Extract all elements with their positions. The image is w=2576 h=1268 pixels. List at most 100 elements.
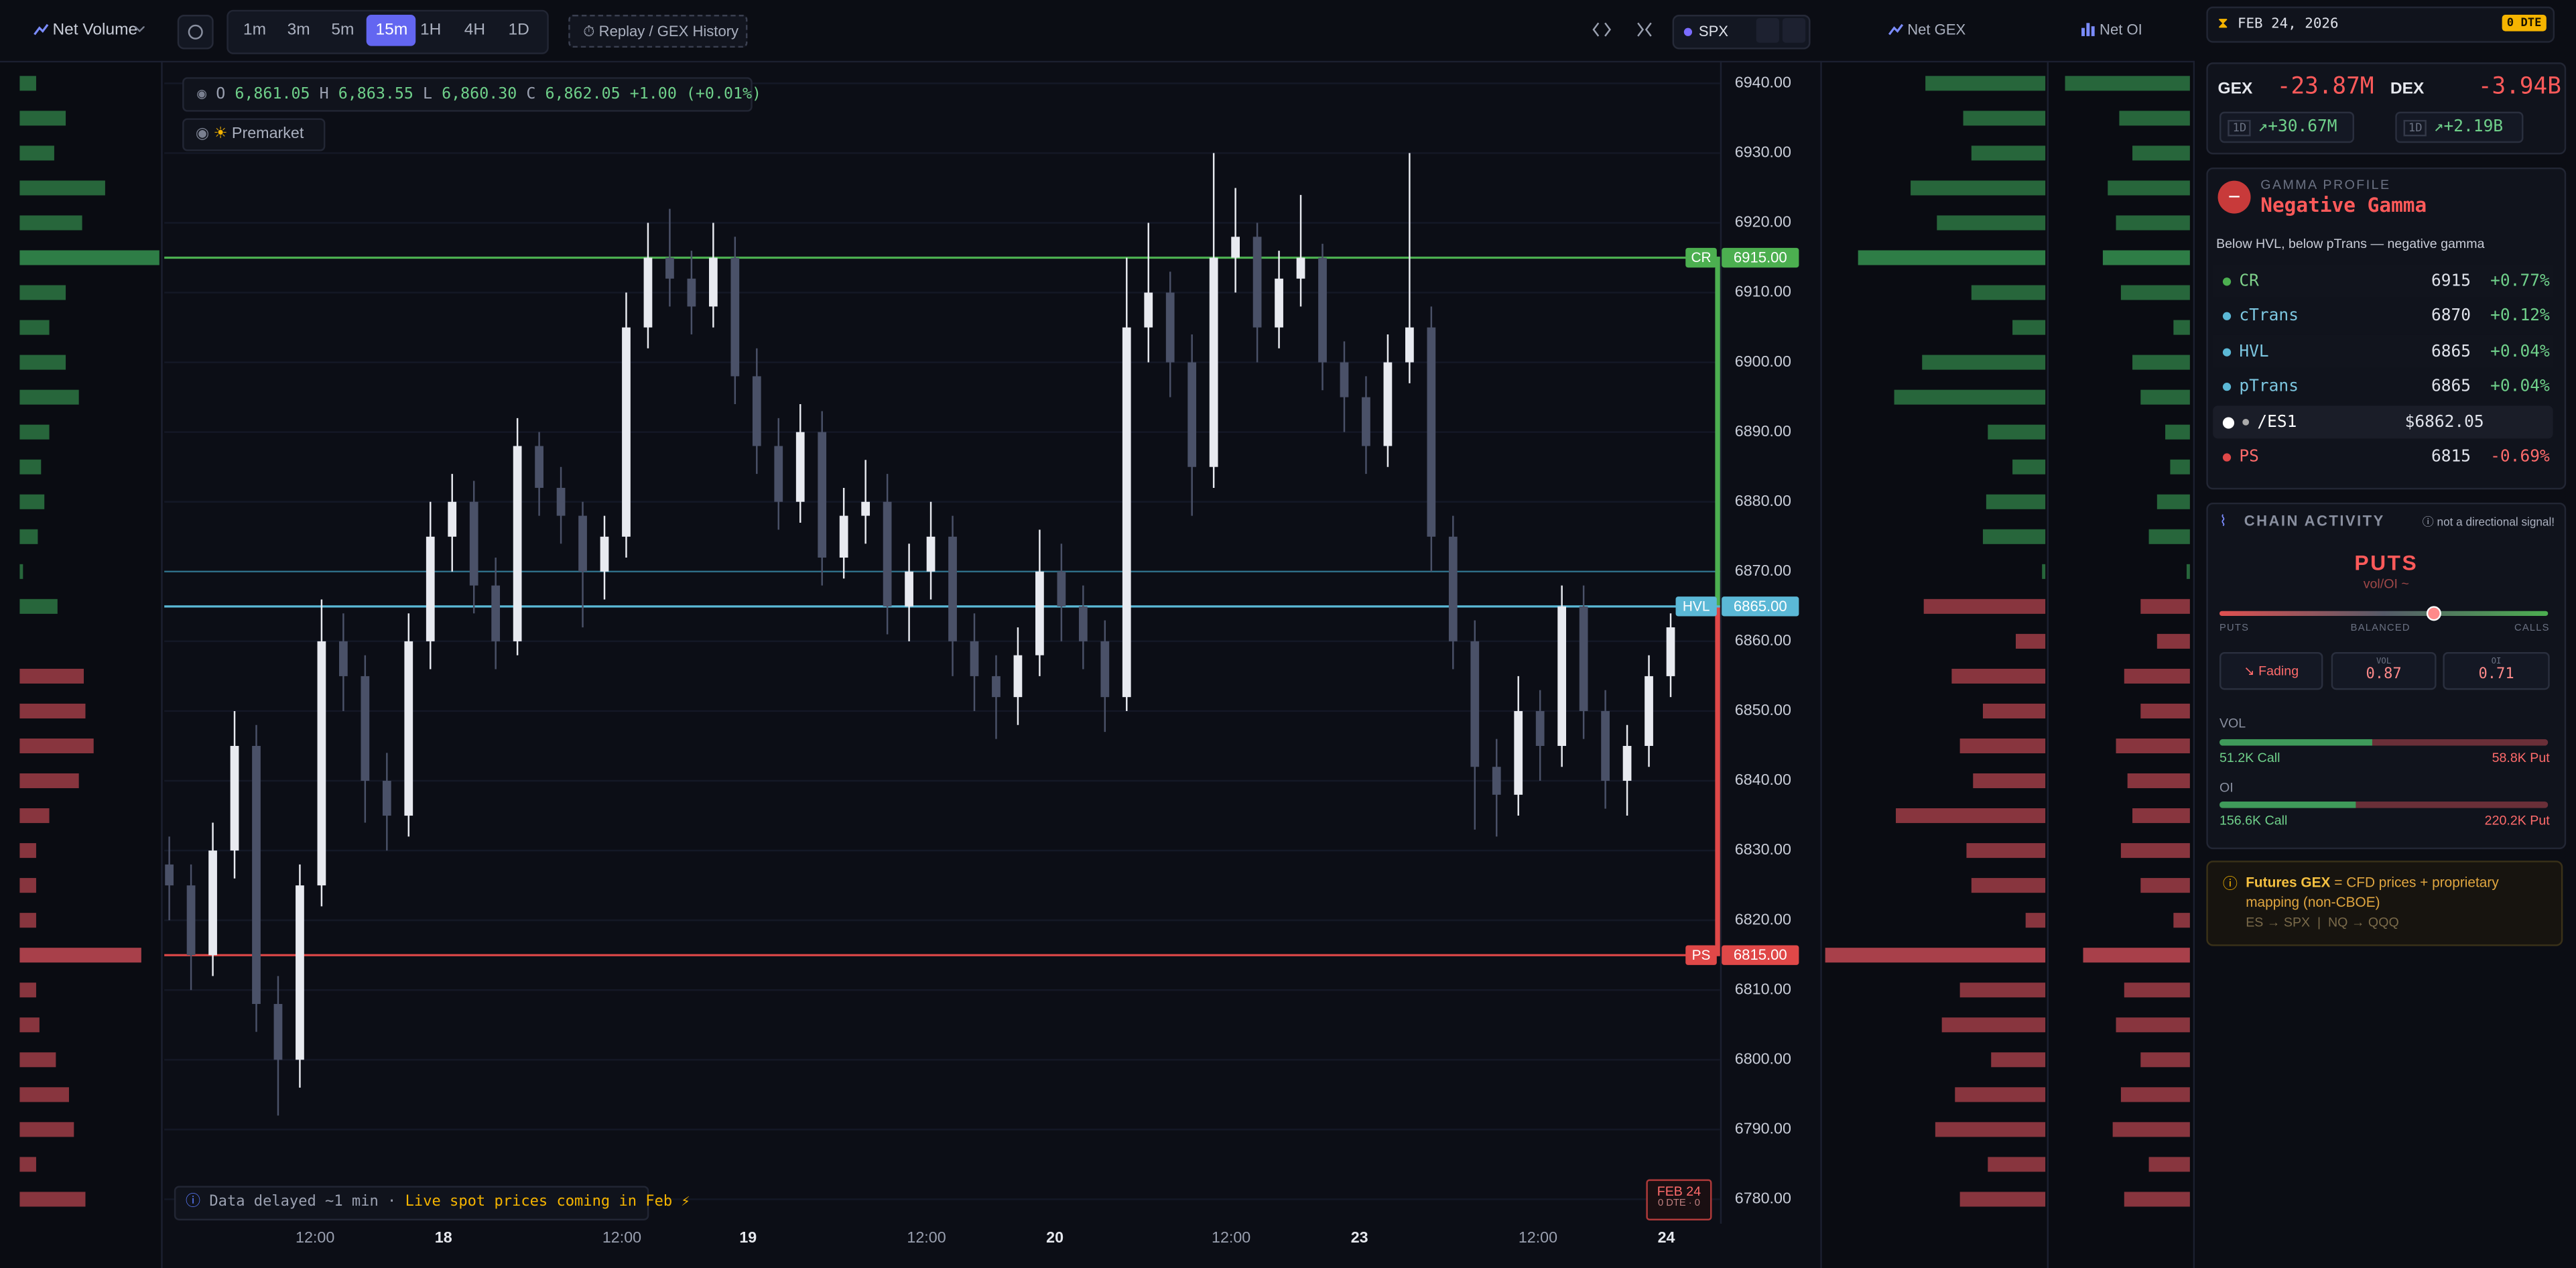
dropdown[interactable]: Net Volume — [52, 21, 138, 40]
timeframe-button[interactable]: 4H — [464, 21, 486, 40]
level-name: HVL — [1683, 599, 1710, 615]
candle-body — [1209, 257, 1218, 467]
net-oi-bar — [2124, 1192, 2190, 1207]
net-volume-bar — [19, 948, 141, 963]
gamma-box: − GAMMA PROFILE Negative Gamma Below HVL… — [2206, 167, 2567, 490]
futures-map: ES → SPX | NQ → QQQ — [2246, 915, 2399, 930]
notice-highlight: Live spot prices coming in Feb ⚡ — [405, 1194, 690, 1211]
y-tick-label: 6780.00 — [1735, 1190, 1791, 1207]
candle-body — [426, 536, 435, 641]
candle-body — [1078, 606, 1088, 641]
row-price: 6915 — [2431, 271, 2471, 290]
session-badge[interactable]: ◉ ☀ Premarket — [182, 118, 326, 151]
put-share — [2356, 801, 2549, 808]
candle-body — [948, 536, 957, 641]
net-oi-bar — [2127, 773, 2190, 789]
timeframe-button[interactable]: 15m — [367, 15, 417, 46]
net-volume-bar — [19, 1017, 40, 1033]
net-volume-bar — [19, 250, 159, 265]
symbol-select[interactable]: SPX — [1672, 15, 1811, 50]
candle-body — [404, 641, 413, 816]
toggle[interactable] — [2242, 418, 2250, 426]
icon[interactable] — [1756, 17, 1779, 43]
row-name: HVL — [2239, 342, 2269, 361]
candle-body — [1252, 237, 1262, 328]
icons[interactable] — [1592, 21, 1658, 38]
level-range — [1715, 606, 1720, 956]
dropdown[interactable]: Net OI — [2100, 21, 2142, 38]
profile-columns — [1820, 60, 2195, 1268]
level-tag — [1675, 596, 1717, 617]
vol-call: 51.2K Call — [2219, 751, 2280, 766]
net-oi-bar — [2132, 355, 2190, 370]
row-change: +0.12% — [2490, 307, 2550, 326]
net-oi-bar — [2124, 982, 2190, 998]
level-tag — [1685, 945, 1717, 965]
net-gex-bar — [2015, 633, 2046, 649]
replay-label: Replay / GEX History — [598, 23, 739, 40]
candle-body — [1645, 676, 1653, 746]
oi-heading: OI — [2219, 780, 2234, 796]
icon-button[interactable] — [177, 15, 214, 50]
net-gex-bar — [1941, 1017, 2046, 1033]
timeframe-button[interactable]: 1m — [243, 21, 267, 40]
net-gex-bar — [1825, 948, 2046, 963]
y-tick-label: 6900.00 — [1735, 353, 1791, 370]
candle-body — [1362, 397, 1370, 446]
candle-body — [535, 446, 543, 488]
replay-button[interactable]: ⏱ Replay / GEX History — [568, 15, 748, 48]
timeframe-button[interactable]: 1D — [508, 21, 529, 40]
x-tick-label: 12:00 — [1212, 1228, 1250, 1246]
vol-heading: VOL — [2219, 716, 2246, 731]
candle-body — [687, 278, 696, 307]
net-oi-bar — [2119, 111, 2190, 126]
chain-heading: CHAIN ACTIVITY — [2244, 512, 2385, 529]
y-tick-label: 6810.00 — [1735, 980, 1791, 997]
y-tick-label: 6820.00 — [1735, 910, 1791, 928]
candle-body — [186, 885, 196, 956]
candle-body — [1470, 641, 1480, 767]
candle-body — [665, 257, 674, 279]
net-gex-bar — [1988, 424, 2046, 440]
dropdown[interactable]: Net GEX — [1907, 21, 1966, 38]
candle-body — [230, 745, 239, 851]
timeframe-button[interactable]: 5m — [331, 21, 355, 40]
put-share — [2372, 739, 2549, 746]
candle-body — [361, 676, 370, 781]
net-oi-bar — [2132, 808, 2190, 824]
ohlc-value: 6,862.05 — [545, 85, 621, 104]
row-change: -0.69% — [2490, 448, 2550, 467]
candle-body — [1405, 327, 1414, 363]
dot — [2222, 347, 2232, 356]
row-name: cTrans — [2239, 307, 2299, 326]
candle-body — [1622, 745, 1632, 781]
timeframe-group: 1m 3m 5m 15m 1H 4H 1D — [227, 9, 549, 54]
net-volume-bar — [19, 703, 86, 718]
icon[interactable] — [1782, 17, 1806, 43]
level-row: HVL 6865 +0.04% — [2213, 334, 2553, 368]
vol-put: 58.8K Put — [2492, 751, 2550, 766]
bias: PUTS — [2354, 550, 2419, 575]
candle-body — [1122, 327, 1131, 698]
y-tick-label: 6930.00 — [1735, 143, 1791, 161]
net-oi-bar — [2065, 76, 2190, 91]
candle-body — [1340, 362, 1349, 397]
gex-change: 1D ↗ +30.67M — [2219, 111, 2354, 143]
timeframe-button[interactable]: 3m — [287, 21, 310, 40]
timeframe-button[interactable]: 1H — [420, 21, 442, 40]
dot — [1683, 27, 1693, 36]
gamma-note: Below HVL, below pTrans — negative gamma — [2216, 236, 2485, 251]
y-tick-label: 6910.00 — [1735, 283, 1791, 300]
call-share — [2219, 739, 2373, 746]
level-row: cTrans 6870 +0.12% — [2213, 300, 2553, 332]
candle-body — [165, 864, 174, 886]
net-oi-bar — [2170, 459, 2190, 474]
ratio-value: 0.71 — [2478, 667, 2514, 684]
dex-label: DEX — [2390, 80, 2425, 99]
net-gex-bar — [1911, 180, 2046, 196]
net-gex-bar — [1971, 145, 2046, 161]
ohlc-key: O — [216, 85, 226, 104]
candle-body — [252, 745, 261, 1005]
row-price: 6870 — [2431, 307, 2471, 326]
